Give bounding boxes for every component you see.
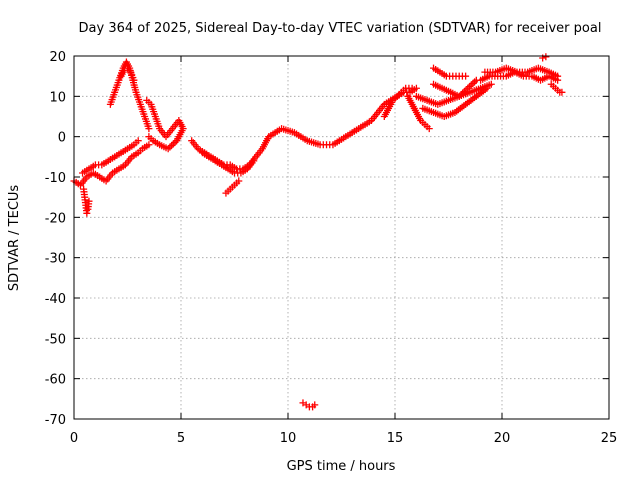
series-descent-7 (222, 177, 243, 197)
series-early-band-upper (79, 137, 142, 177)
data-point (235, 177, 243, 185)
series-mid-band (188, 84, 420, 173)
data-point (408, 84, 416, 92)
y-tick-label: 10 (49, 90, 66, 105)
data-point (130, 76, 138, 84)
series-late-braid-3 (430, 76, 480, 100)
series-late-braid-2 (419, 84, 491, 120)
series-loop-3to5 (143, 96, 187, 153)
series-peak-side (117, 64, 138, 84)
series-early-dip (80, 185, 93, 217)
y-tick-label: -30 (45, 252, 66, 267)
x-tick-label: 10 (280, 431, 297, 446)
x-tick-label: 0 (70, 431, 78, 446)
data-point (145, 133, 153, 141)
data-point (145, 141, 153, 149)
series-late-ascent (380, 84, 416, 120)
series-end-spike (539, 53, 550, 62)
data-point (250, 157, 258, 165)
series-late-plateau-2 (481, 64, 562, 80)
data-point (469, 79, 477, 87)
y-axis-label: SDTVAR / TECUs (7, 185, 22, 292)
series-late-upper (430, 64, 470, 80)
y-tick-label: -40 (45, 292, 66, 307)
data-point (134, 137, 142, 145)
series-mid-band-lower (198, 149, 258, 177)
x-tick-label: 15 (387, 431, 404, 446)
data-point (425, 125, 433, 133)
y-tick-label: -20 (45, 211, 66, 226)
y-tick-label: 0 (58, 131, 66, 146)
chart-title: Day 364 of 2025, Sidereal Day-to-day VTE… (79, 21, 602, 36)
series-late-down-left (404, 92, 433, 133)
tick-layer: 0 5 10 15 20 25 20 10 0 -10 -20 -30 -40 -50 -60 -70 (45, 50, 618, 446)
data-point (85, 197, 93, 205)
x-axis-label: GPS time / hours (287, 459, 396, 474)
y-tick-label: -50 (45, 332, 66, 347)
y-tick-label: -60 (45, 373, 66, 388)
y-tick-label: -70 (45, 413, 66, 428)
x-tick-label: 5 (177, 431, 185, 446)
data-point (311, 401, 319, 409)
x-tick-label: 20 (494, 431, 511, 446)
x-tick-label: 25 (601, 431, 618, 446)
data-point (558, 88, 566, 96)
series-outlier (299, 399, 319, 411)
series-early-band-lower (70, 141, 153, 189)
y-tick-label: 20 (49, 50, 66, 65)
data-point (462, 72, 470, 80)
data-point (83, 209, 91, 217)
data-point (542, 53, 550, 61)
data-point (169, 140, 177, 148)
data-point (483, 84, 491, 92)
data-point (554, 72, 562, 80)
data-point (471, 78, 479, 86)
data-points (70, 53, 566, 411)
data-point (487, 80, 495, 88)
plot-frame (73, 55, 610, 420)
y-tick-label: -10 (45, 171, 66, 186)
data-point (145, 125, 153, 133)
series-end-tail (547, 80, 566, 96)
